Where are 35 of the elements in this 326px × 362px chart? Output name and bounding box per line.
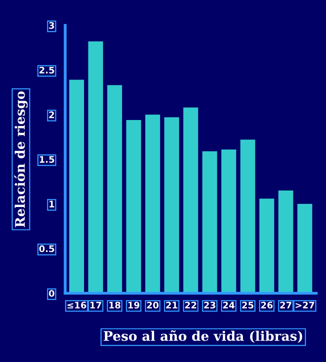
bar (183, 107, 198, 294)
bar (278, 190, 294, 294)
y-tick-label: 1 (50, 200, 54, 208)
bar (221, 149, 236, 294)
y-axis-title: Relación de riesgo (14, 91, 28, 228)
x-tick-label: 25 (242, 302, 254, 309)
x-tick-label: ≤16 (68, 302, 86, 309)
bar (240, 140, 256, 294)
x-tick-label: >27 (296, 302, 314, 308)
x-axis-title: Peso al año de vida (libras) (104, 330, 302, 343)
y-tick-label: 0 (48, 290, 54, 297)
y-tick-label: 3 (49, 22, 54, 29)
bar (297, 204, 312, 294)
y-tick-label: 2.5 (40, 66, 54, 74)
x-tick-label: 21 (166, 302, 178, 308)
bar (164, 117, 180, 294)
x-tick-label: 27 (280, 302, 292, 308)
bar (107, 85, 122, 294)
x-tick-label: 23 (204, 302, 216, 309)
y-tick-label: 2 (49, 111, 54, 118)
x-tick-label: 17 (90, 302, 102, 308)
y-tick-label: 1.5 (40, 156, 54, 163)
bar (88, 41, 104, 294)
x-tick-label: 26 (261, 302, 273, 309)
x-tick-label: 22 (185, 302, 196, 308)
bar (202, 151, 218, 294)
x-tick-label: 19 (128, 302, 140, 309)
x-tick-label: 24 (223, 302, 235, 308)
bar (259, 198, 274, 294)
bar (126, 120, 142, 294)
y-tick-label: 0.5 (39, 245, 54, 252)
x-tick-label: 20 (147, 302, 159, 309)
bar (145, 114, 160, 294)
bar (69, 80, 84, 294)
x-tick-label: 18 (109, 302, 120, 309)
